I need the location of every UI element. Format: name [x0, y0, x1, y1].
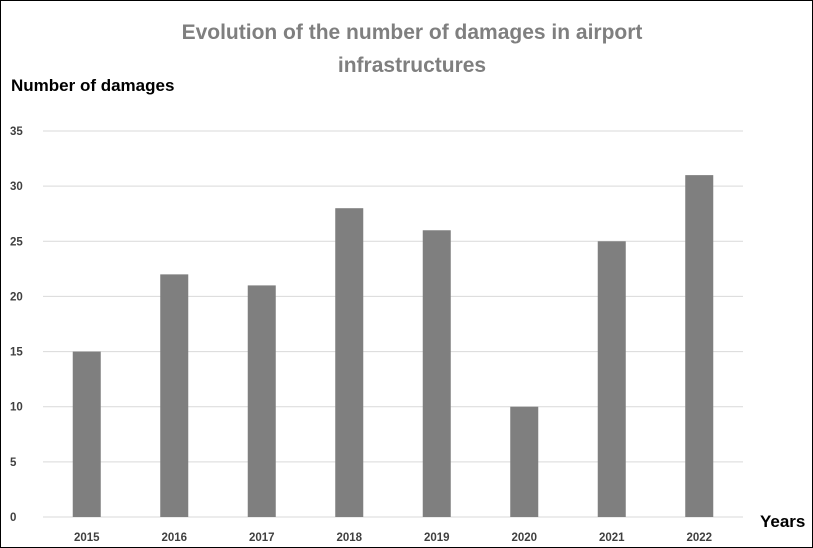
y-tick-label: 30 [10, 181, 23, 193]
chart-title-line-1: Evolution of the number of damages in ai… [182, 21, 643, 44]
bar-2015 [72, 351, 101, 517]
x-tick-label: 2017 [249, 532, 275, 544]
bar-2019 [422, 230, 451, 517]
y-tick-label: 25 [10, 236, 23, 248]
y-tick-label: 5 [10, 457, 17, 469]
bar-2021 [597, 241, 626, 518]
bar-2017 [247, 285, 276, 517]
y-tick-label: 35 [10, 126, 23, 138]
y-tick-label: 20 [10, 291, 23, 303]
x-axis-label: Years [760, 512, 805, 531]
bar-2016 [160, 274, 189, 517]
x-tick-label: 2015 [74, 532, 100, 544]
bar-2022 [685, 175, 714, 517]
x-tick-label: 2020 [511, 532, 537, 544]
x-tick-label: 2018 [336, 532, 362, 544]
y-tick-label: 15 [10, 347, 23, 359]
y-axis-label: Number of damages [11, 76, 174, 95]
x-tick-label: 2021 [599, 532, 625, 544]
x-tick-label: 2019 [424, 532, 450, 544]
bar-2018 [335, 208, 364, 517]
y-tick-label: 0 [10, 512, 16, 524]
x-tick-label: 2016 [161, 532, 187, 544]
bar-2020 [510, 406, 539, 517]
y-tick-label: 10 [10, 402, 23, 414]
x-tick-label: 2022 [686, 532, 712, 544]
chart-title-line-2: infrastructures [338, 54, 486, 77]
